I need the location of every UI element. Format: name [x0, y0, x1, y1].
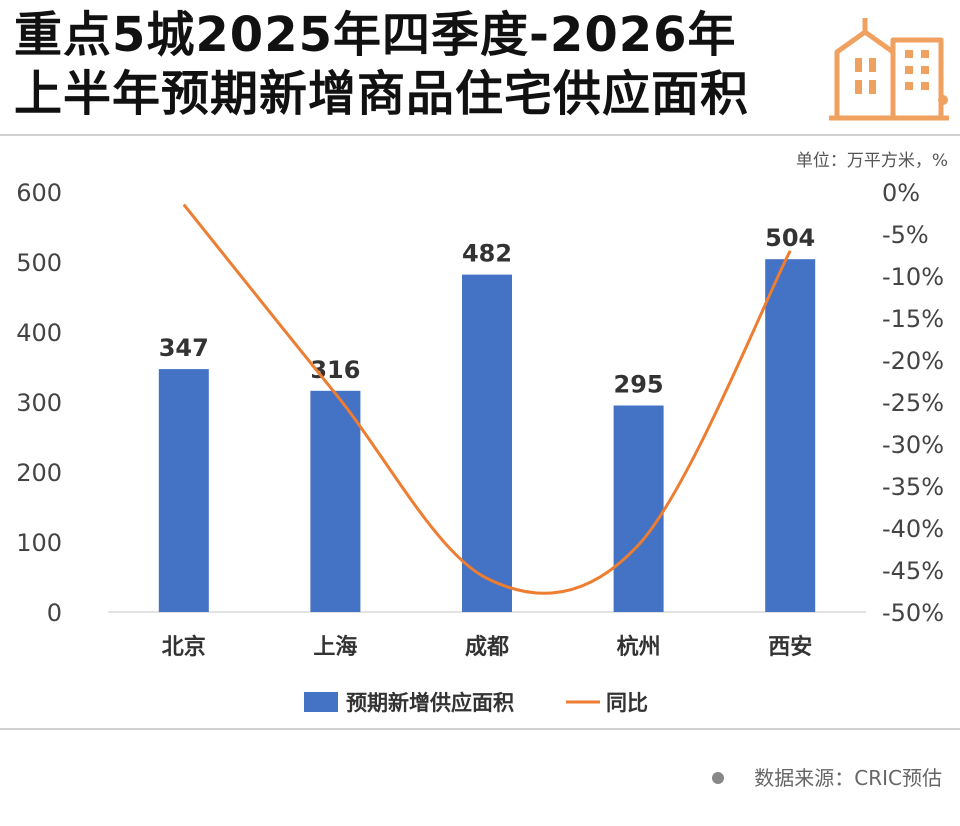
y-right-tick-label: -30%: [882, 431, 944, 459]
x-tick-label: 杭州: [617, 634, 661, 660]
x-tick-label: 西安: [768, 634, 812, 660]
legend-bar-label: 预期新增供应面积: [346, 691, 514, 715]
legend-line-label: 同比: [606, 691, 648, 715]
legend: 预期新增供应面积 同比: [304, 691, 648, 715]
bar-series: [158, 259, 816, 612]
unit-label: 单位：万平方米，%: [796, 151, 948, 171]
y-left-tick-label: 200: [16, 459, 62, 487]
title-line-1: 重点5城2025年四季度-2026年: [14, 7, 737, 63]
bar-成都: [462, 274, 512, 612]
x-tick-label: 上海: [313, 634, 357, 660]
bar-西安: [765, 259, 816, 612]
y-right-tick-label: -5%: [882, 221, 929, 249]
y-axis-left: 0 100 200 300 400 500 600: [16, 179, 62, 627]
bar-data-label: 504: [765, 224, 815, 252]
y-right-tick-label: -35%: [882, 473, 944, 501]
x-tick-label: 成都: [465, 635, 509, 660]
bar-data-label: 482: [462, 240, 512, 268]
y-left-tick-label: 300: [16, 389, 62, 417]
title-line-2: 上半年预期新增商品住宅供应面积: [14, 66, 750, 122]
footer-divider: [0, 728, 960, 730]
bar-data-label: 316: [310, 356, 360, 384]
legend-bar-swatch: [304, 692, 338, 712]
x-axis-labels: 北京 上海 成都 杭州 西安: [162, 634, 812, 660]
y-right-tick-label: -20%: [882, 347, 944, 375]
y-right-tick-label: -15%: [882, 305, 944, 333]
bar-data-label: 295: [614, 371, 664, 399]
bar-data-label: 347: [159, 334, 209, 362]
y-left-tick-label: 0: [47, 599, 62, 627]
y-right-tick-label: -40%: [882, 515, 944, 543]
y-left-tick-label: 500: [16, 249, 62, 277]
y-axis-right: 0% -5% -10% -15% -20% -25% -30% -35% -40% -45% -50…: [882, 179, 944, 627]
bullet-icon: [712, 771, 725, 784]
y-left-tick-label: 600: [16, 179, 62, 207]
x-tick-label: 北京: [162, 634, 206, 660]
combo-chart: 单位：万平方米，% 0 100 200 300 400 500 600 0% -5% -10% -…: [16, 151, 948, 715]
y-left-tick-label: 400: [16, 319, 62, 347]
y-right-tick-label: -50%: [882, 599, 944, 627]
title-divider: [0, 134, 960, 136]
building-icon: [829, 18, 949, 121]
y-right-tick-label: 0%: [882, 179, 920, 207]
y-left-tick-label: 100: [16, 529, 62, 557]
chart-title: 重点5城2025年四季度-2026年 上半年预期新增商品住宅供应面积: [14, 6, 814, 124]
source-note: 数据来源：CRIC预估: [712, 762, 942, 791]
y-right-tick-label: -25%: [882, 389, 944, 417]
bar-上海: [310, 390, 361, 612]
source-text: 数据来源：CRIC预估: [754, 766, 942, 790]
bar-杭州: [613, 405, 664, 612]
y-right-tick-label: -45%: [882, 557, 944, 585]
bar-data-labels: 347 316 482 295 504: [159, 224, 816, 398]
bar-北京: [158, 369, 209, 612]
yoy-line: [182, 203, 792, 595]
y-right-tick-label: -10%: [882, 263, 944, 291]
